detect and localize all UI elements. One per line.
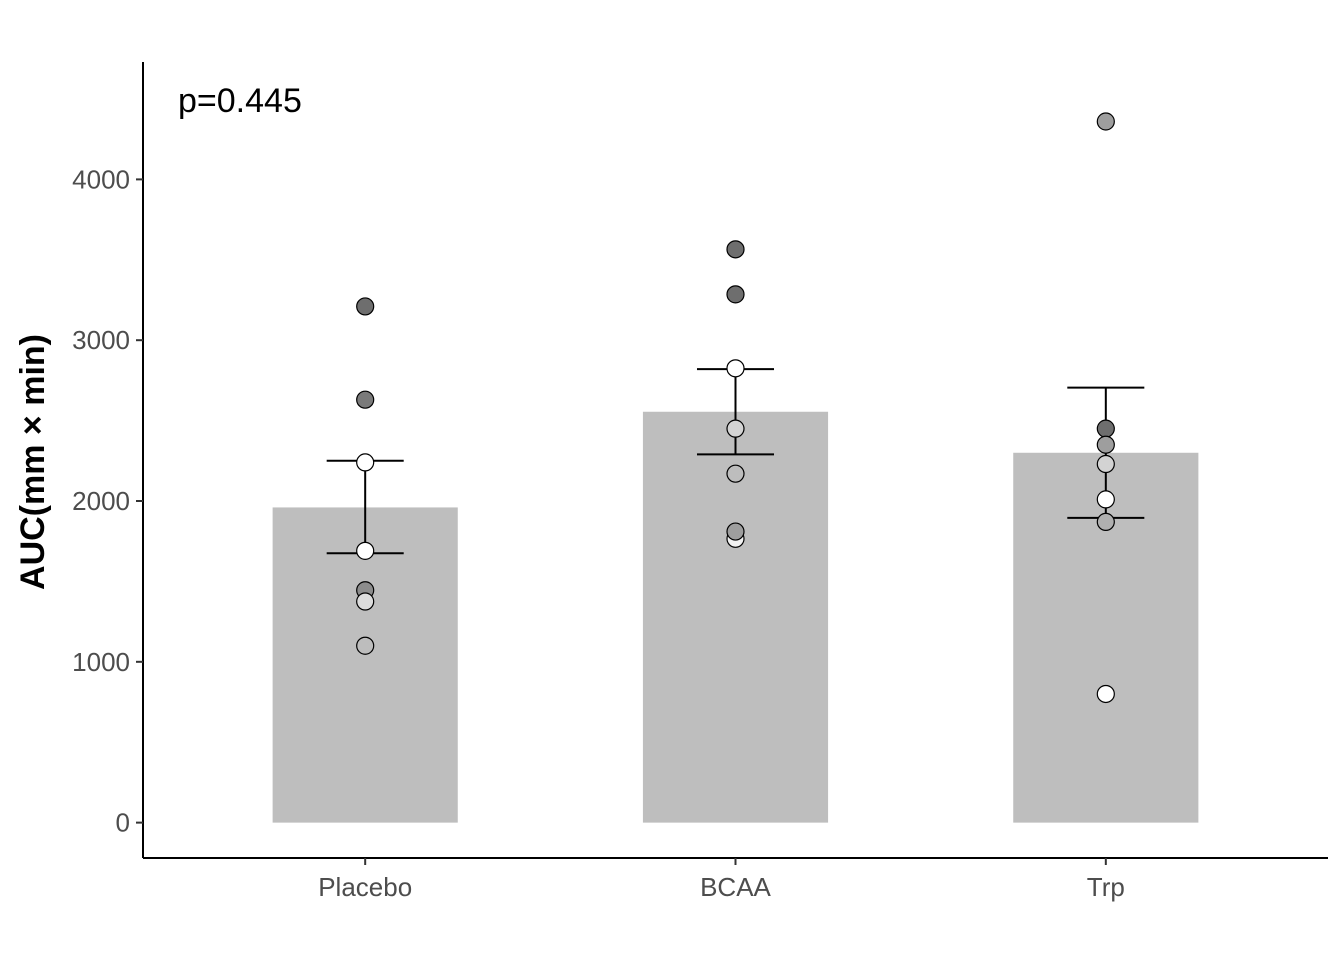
x-tick-label-trp: Trp	[1087, 872, 1125, 902]
p-value-annotation: p=0.445	[178, 82, 302, 120]
y-ticks: 0 1000 2000 3000 4000	[72, 164, 143, 838]
bar-placebo	[272, 507, 458, 823]
data-point-bcaa-5	[726, 464, 745, 483]
data-point-trp-4	[1096, 454, 1115, 474]
data-point-trp-2	[1096, 419, 1115, 438]
y-tick-label: 1000	[72, 647, 130, 677]
data-point-bcaa-2	[726, 285, 745, 304]
x-tick-label-bcaa: BCAA	[700, 872, 771, 902]
data-point-bcaa-3	[726, 359, 745, 378]
x-ticks: Placebo BCAA Trp	[318, 858, 1125, 902]
data-point-bcaa-4	[726, 419, 745, 438]
data-point-bcaa-7	[726, 522, 745, 541]
y-tick-label: 2000	[72, 486, 130, 516]
y-tick-label: 3000	[72, 325, 130, 355]
data-point-placebo-4	[356, 541, 375, 560]
data-point-trp-7	[1096, 684, 1115, 704]
y-tick-label: 4000	[72, 164, 130, 194]
data-point-trp-5	[1096, 490, 1115, 509]
data-point-placebo-2	[356, 390, 375, 409]
data-point-trp-1	[1096, 112, 1115, 131]
data-point-trp-6	[1096, 512, 1115, 532]
data-point-placebo-6	[356, 592, 375, 611]
data-point-trp-3	[1096, 435, 1115, 454]
data-point-placebo-7	[356, 636, 375, 655]
data-point-placebo-1	[356, 297, 375, 316]
y-axis-title: AUC(mm × min)	[14, 334, 52, 590]
x-tick-label-placebo: Placebo	[318, 872, 412, 902]
points-layer	[356, 112, 1115, 704]
data-point-bcaa-1	[726, 240, 745, 259]
data-point-placebo-3	[356, 453, 375, 472]
y-tick-label: 0	[116, 808, 130, 838]
